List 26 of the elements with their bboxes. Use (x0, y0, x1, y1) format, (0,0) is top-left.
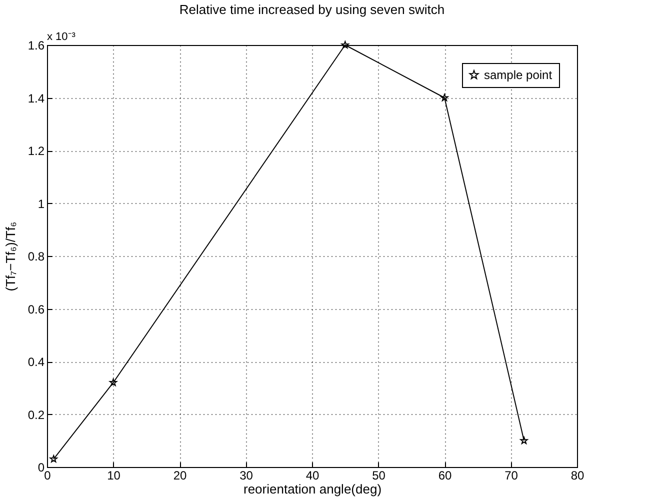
y-tick-label: 0.4 (28, 355, 45, 369)
y-tick-label: 1 (38, 196, 45, 211)
chart-title: Relative time increased by using seven switch (179, 2, 445, 17)
x-tick-label: 40 (306, 468, 320, 482)
point (440, 94, 448, 102)
point (520, 436, 528, 444)
x-tick-label: 50 (372, 468, 386, 482)
x-tick-label: 30 (240, 468, 254, 482)
point (50, 455, 58, 462)
point (341, 40, 349, 48)
x-axis-title: reorientation angle(deg) (243, 482, 382, 496)
y-tick-label: 1.6 (28, 38, 45, 52)
x-tick-label: 70 (504, 468, 518, 482)
y-axis-title: (Tf₇−Tf₆)/Tf₆ (2, 222, 18, 292)
y-tick-label: 0.2 (28, 408, 45, 422)
point (109, 378, 118, 386)
y-tick-label: 1.2 (28, 144, 45, 158)
x-tick-label: 20 (173, 468, 187, 482)
y-tick-label: 0.8 (28, 250, 45, 264)
text: x 10⁻³ (47, 31, 76, 43)
legend-label: sample point (484, 68, 553, 82)
x-tick-label: 80 (570, 468, 584, 482)
y-tick-label: 1.4 (28, 91, 45, 106)
y-tick-label: 0.6 (28, 302, 45, 316)
x-tick-label: 10 (107, 468, 121, 482)
x-tick-label: 60 (438, 468, 452, 482)
